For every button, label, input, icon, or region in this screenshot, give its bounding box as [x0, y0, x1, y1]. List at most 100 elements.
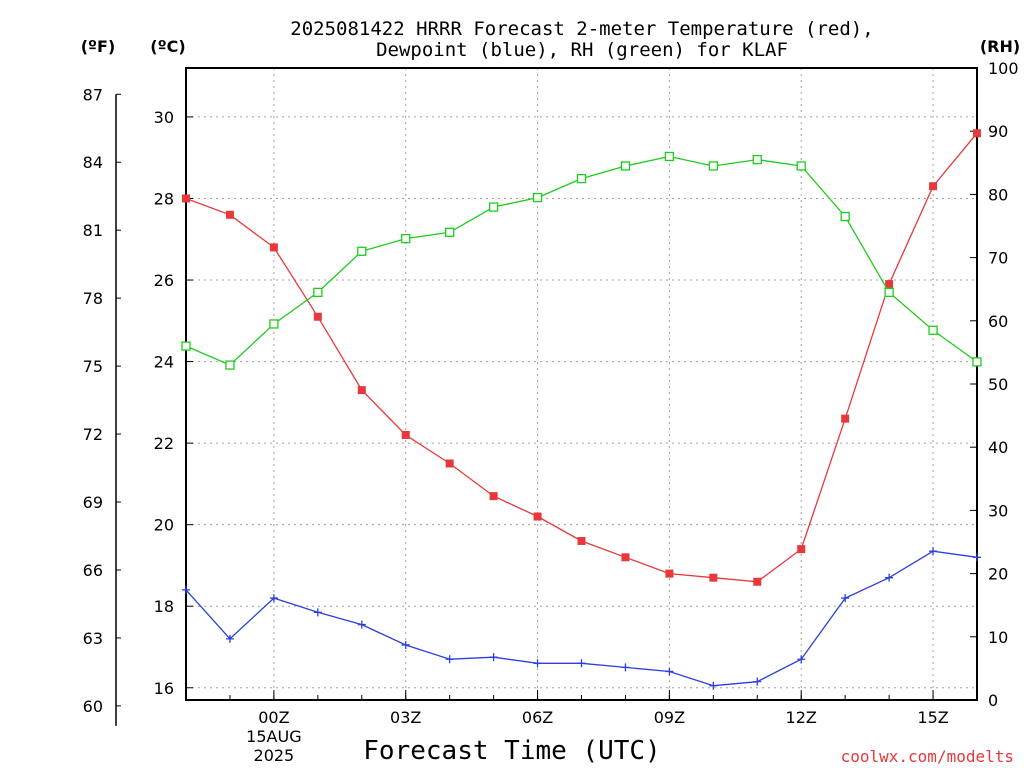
- rh-tick-label-70: 70: [988, 249, 1008, 268]
- axes-layer: 16 18 20 22 24 26 28 30 60 63 66 69 72 75 78 81 84 87 0 10 2…: [83, 59, 1019, 765]
- dewpoint-point-10: [709, 681, 718, 690]
- temperature-point-4: [445, 459, 454, 468]
- rh-point-14: [884, 287, 894, 298]
- temperature-point--1: [225, 210, 234, 219]
- celsius-tick-label-28: 28: [154, 189, 174, 208]
- rh-point-10: [708, 161, 718, 171]
- rh-point-9: [664, 151, 675, 162]
- dewpoint-point-0: [269, 594, 278, 603]
- celsius-tick-label-30: 30: [154, 108, 174, 127]
- fahrenheit-tick-label-72: 72: [83, 425, 103, 444]
- rh-point-12: [796, 161, 806, 171]
- rh-point--2: [181, 341, 191, 351]
- dewpoint-point-13: [841, 594, 850, 603]
- temperature-point-6: [533, 512, 542, 521]
- rh-tick-label-100: 100: [988, 59, 1019, 78]
- x-tick-label-12Z: 12Z: [786, 708, 817, 727]
- rh-tick-label-10: 10: [988, 628, 1008, 647]
- rh-point-6: [532, 192, 543, 203]
- dewpoint-point-1: [313, 608, 322, 617]
- x-tick-label-03Z: 03Z: [390, 708, 421, 727]
- dewpoint-point-5: [489, 653, 498, 662]
- fahrenheit-tick-label-81: 81: [83, 221, 103, 240]
- rh-point-1: [313, 287, 323, 298]
- celsius-unit-label: (ºC): [150, 37, 185, 56]
- rh-point-0: [269, 319, 279, 329]
- rh-unit-label: (RH): [980, 37, 1020, 56]
- dewpoint-point-14: [885, 573, 894, 582]
- rh-point-15: [928, 325, 938, 335]
- dewpoint-point--1: [225, 634, 234, 643]
- rh-point-3: [401, 233, 411, 244]
- dewpoint-point-11: [753, 677, 762, 686]
- rh-point-2: [357, 246, 367, 256]
- rh-tick-label-20: 20: [988, 565, 1008, 584]
- rh-tick-label-0: 0: [988, 691, 998, 710]
- x-tick-year-label: 2025: [254, 746, 295, 765]
- temperature-point-3: [401, 430, 410, 439]
- dewpoint-point-3: [401, 640, 410, 649]
- dewpoint-point-16: [973, 553, 981, 562]
- chart-title-line1: 2025081422 HRRR Forecast 2-meter Tempera…: [290, 18, 873, 40]
- dewpoint-point-9: [665, 667, 674, 676]
- temperature-point-9: [665, 569, 674, 578]
- rh-point-11: [752, 154, 762, 165]
- temperature-point-12: [797, 545, 806, 554]
- temperature-point-15: [929, 182, 938, 191]
- celsius-tick-label-20: 20: [154, 516, 174, 535]
- rh-tick-label-40: 40: [988, 438, 1008, 457]
- dewpoint-point-8: [621, 663, 630, 672]
- chart-title-line2: Dewpoint (blue), RH (green) for KLAF: [376, 39, 788, 61]
- temperature-point-7: [577, 536, 586, 545]
- fahrenheit-tick-label-60: 60: [83, 697, 103, 716]
- rh-tick-label-60: 60: [988, 312, 1008, 331]
- fahrenheit-tick-label-87: 87: [83, 85, 103, 104]
- rh-point-5: [488, 202, 499, 212]
- temperature-point-0: [269, 243, 278, 252]
- celsius-tick-label-26: 26: [154, 271, 174, 290]
- celsius-tick-label-24: 24: [154, 353, 174, 372]
- x-tick-label-15Z: 15Z: [917, 708, 948, 727]
- dewpoint-point-6: [533, 659, 542, 668]
- temperature-point-13: [841, 414, 850, 423]
- temperature-point-5: [489, 492, 498, 501]
- temperature-point-14: [885, 280, 894, 289]
- rh-tick-label-50: 50: [988, 375, 1008, 394]
- series-layer: [181, 129, 982, 690]
- dewpoint-point-4: [445, 655, 454, 664]
- temperature-line: [185, 132, 978, 583]
- grid-layer: [186, 68, 977, 700]
- celsius-tick-label-22: 22: [154, 434, 174, 453]
- celsius-tick-label-16: 16: [154, 679, 174, 698]
- rh-line: [185, 155, 978, 366]
- x-tick-label-00Z: 00Z: [258, 708, 289, 727]
- dewpoint-point--2: [182, 585, 190, 594]
- x-tick-label-06Z: 06Z: [522, 708, 553, 727]
- celsius-tick-label-18: 18: [154, 597, 174, 616]
- temperature-point-10: [709, 573, 718, 582]
- temperature-point--2: [182, 194, 190, 203]
- temperature-point-1: [313, 312, 322, 321]
- rh-tick-label-80: 80: [988, 185, 1008, 204]
- temperature-point-11: [753, 577, 762, 586]
- temperature-point-8: [621, 553, 630, 562]
- dewpoint-point-2: [357, 620, 366, 629]
- x-tick-date-label: 15AUG: [246, 727, 301, 746]
- fahrenheit-tick-label-78: 78: [83, 289, 103, 308]
- temperature-point-16: [973, 129, 981, 138]
- rh-point-7: [576, 173, 587, 184]
- fahrenheit-tick-label-66: 66: [83, 561, 103, 580]
- rh-point--1: [225, 360, 235, 370]
- x-axis-label: Forecast Time (UTC): [363, 736, 660, 766]
- fahrenheit-tick-label-84: 84: [83, 153, 103, 172]
- rh-point-16: [972, 357, 982, 367]
- dewpoint-point-12: [797, 655, 806, 664]
- temperature-point-2: [357, 386, 366, 395]
- rh-point-4: [445, 227, 455, 237]
- rh-point-8: [620, 161, 631, 171]
- fahrenheit-tick-label-69: 69: [83, 493, 103, 512]
- fahrenheit-tick-label-75: 75: [83, 357, 103, 376]
- credit-text: coolwx.com/modelts: [841, 747, 1014, 766]
- rh-tick-label-90: 90: [988, 122, 1008, 141]
